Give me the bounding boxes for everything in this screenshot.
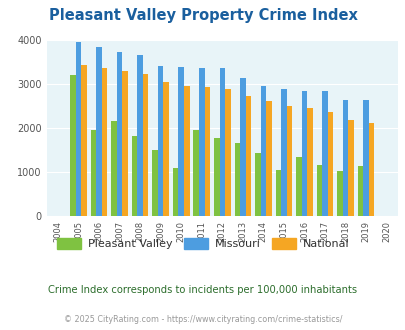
Bar bbox=[163, 82, 168, 216]
Bar bbox=[143, 75, 148, 216]
Bar bbox=[219, 68, 224, 216]
Bar bbox=[224, 89, 230, 216]
Bar bbox=[198, 68, 204, 216]
Bar bbox=[117, 52, 122, 216]
Bar bbox=[286, 106, 292, 216]
Bar bbox=[234, 143, 239, 216]
Bar bbox=[327, 112, 333, 216]
Bar bbox=[70, 75, 76, 216]
Bar bbox=[347, 120, 353, 216]
Bar bbox=[183, 86, 189, 216]
Bar bbox=[102, 68, 107, 216]
Bar bbox=[316, 165, 322, 216]
Bar bbox=[173, 168, 178, 216]
Bar bbox=[301, 91, 307, 216]
Bar bbox=[362, 100, 368, 216]
Bar bbox=[204, 87, 209, 216]
Bar bbox=[368, 123, 373, 216]
Bar bbox=[91, 130, 96, 216]
Bar bbox=[322, 91, 327, 216]
Bar bbox=[254, 153, 260, 216]
Bar bbox=[260, 86, 265, 216]
Bar bbox=[239, 78, 245, 216]
Bar bbox=[178, 67, 183, 216]
Bar bbox=[213, 139, 219, 216]
Bar bbox=[81, 65, 87, 216]
Text: Pleasant Valley Property Crime Index: Pleasant Valley Property Crime Index bbox=[49, 8, 356, 23]
Bar bbox=[96, 47, 102, 216]
Text: © 2025 CityRating.com - https://www.cityrating.com/crime-statistics/: © 2025 CityRating.com - https://www.city… bbox=[64, 315, 341, 324]
Bar bbox=[307, 109, 312, 216]
Bar bbox=[132, 136, 137, 216]
Bar bbox=[158, 66, 163, 216]
Bar bbox=[280, 89, 286, 216]
Bar bbox=[193, 130, 198, 216]
Bar bbox=[76, 42, 81, 216]
Bar bbox=[337, 171, 342, 216]
Bar bbox=[111, 121, 117, 216]
Bar bbox=[275, 170, 280, 216]
Bar bbox=[137, 55, 143, 216]
Legend: Pleasant Valley, Missouri, National: Pleasant Valley, Missouri, National bbox=[52, 234, 353, 253]
Bar bbox=[265, 101, 271, 216]
Bar bbox=[245, 96, 251, 216]
Bar bbox=[295, 157, 301, 216]
Text: Crime Index corresponds to incidents per 100,000 inhabitants: Crime Index corresponds to incidents per… bbox=[48, 285, 357, 295]
Bar bbox=[152, 150, 158, 216]
Bar bbox=[357, 166, 362, 216]
Bar bbox=[122, 71, 128, 216]
Bar bbox=[342, 100, 347, 216]
